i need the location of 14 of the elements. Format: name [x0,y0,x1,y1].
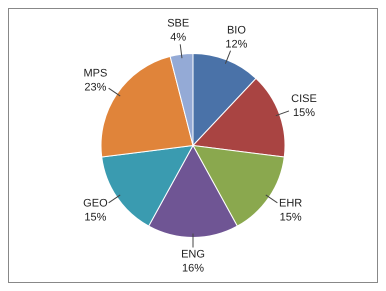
data-label: 23% [84,81,107,94]
slice-label: MPS [83,67,108,80]
slice-label: GEO [83,198,108,210]
slice-label: BIO [226,24,246,37]
data-label: 15% [293,107,316,120]
data-label: 16% [182,262,204,275]
slice-label: ENG [181,248,205,261]
data-label: 15% [280,212,302,224]
slice-label: SBE [167,17,190,30]
slice-label: CISE [291,93,317,106]
data-label: 4% [170,31,186,44]
slice-label: EHR [278,198,302,210]
data-label: 15% [84,212,107,224]
data-label: 12% [225,38,248,51]
